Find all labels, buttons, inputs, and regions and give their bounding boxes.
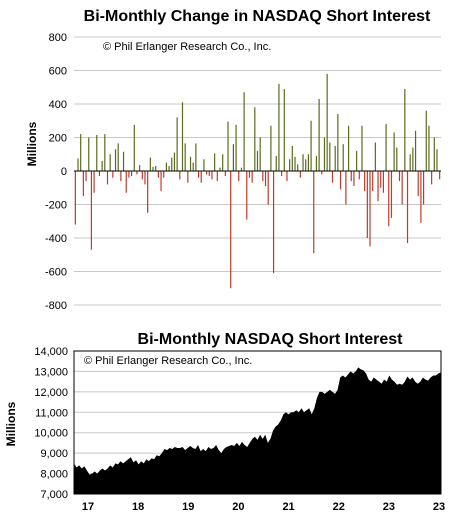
y-tick-label: 0: [61, 166, 67, 178]
x-tick-label: 17: [82, 501, 94, 513]
y-tick-label: 8,000: [40, 469, 68, 481]
y-tick-label: -200: [45, 200, 67, 212]
copyright-annotation: © Phil Erlanger Research Co., Inc.: [84, 355, 252, 367]
short-interest-area: [74, 367, 441, 494]
y-tick-label: 12,000: [34, 387, 68, 399]
x-tick-label: 20: [232, 501, 244, 513]
chart-title: Bi-Monthly Change in NASDAQ Short Intere…: [84, 8, 431, 25]
x-tick-label: 19: [182, 501, 194, 513]
y-tick-label: 600: [49, 66, 67, 78]
y-tick-label: 11,000: [35, 407, 68, 419]
y-tick-label: -800: [45, 300, 67, 312]
y-tick-label: -400: [45, 233, 67, 245]
x-tick-label: 21: [282, 501, 294, 513]
plot-frame: [73, 350, 442, 495]
y-tick-label: 9,000: [40, 448, 68, 460]
x-tick-label: 23: [383, 501, 395, 513]
y-tick-label: -600: [45, 267, 67, 279]
y-tick-label: 7,000: [40, 489, 68, 501]
y-tick-label: 800: [49, 32, 67, 44]
y-tick-label: 14,000: [34, 346, 68, 358]
y-tick-label: 400: [49, 99, 67, 111]
x-tick-label: 23: [433, 501, 445, 513]
short-interest-change-chart: Bi-Monthly Change in NASDAQ Short Intere…: [25, 8, 441, 312]
x-tick-label: 22: [333, 501, 345, 513]
y-axis-label: Millions: [25, 121, 39, 166]
y-tick-label: 13,000: [34, 366, 68, 378]
x-tick-label: 18: [132, 501, 144, 513]
y-tick-label: 200: [49, 133, 67, 145]
y-axis-label: Millions: [4, 401, 18, 446]
y-tick-label: 10,000: [34, 428, 68, 440]
copyright-annotation: © Phil Erlanger Research Co., Inc.: [103, 41, 271, 53]
chart-title: Bi-Monthly NASDAQ Short Interest: [138, 331, 404, 348]
